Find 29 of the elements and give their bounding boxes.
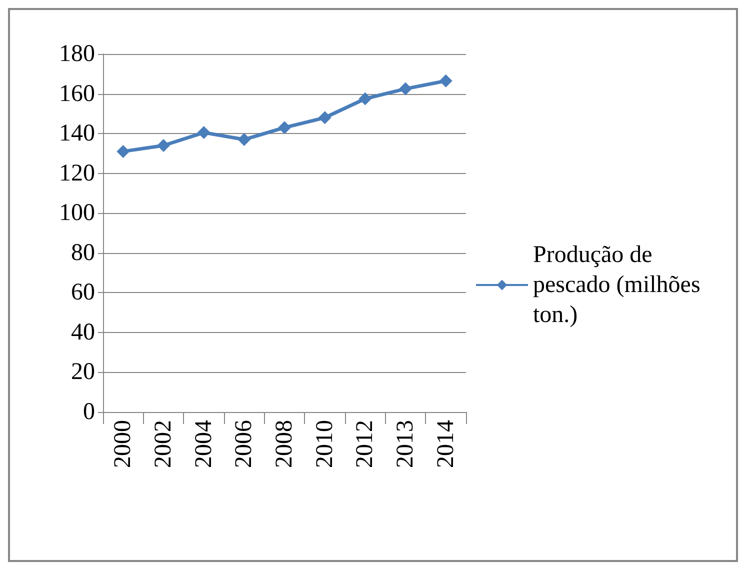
x-tick-label: 2014 bbox=[432, 420, 459, 468]
y-tick-label: 100 bbox=[59, 200, 95, 226]
point bbox=[358, 92, 372, 106]
point bbox=[157, 138, 170, 152]
point bbox=[197, 126, 210, 140]
point bbox=[278, 121, 291, 134]
point bbox=[238, 133, 251, 146]
x-tick-label: 2000 bbox=[110, 420, 136, 468]
y-tick-label: 180 bbox=[59, 41, 95, 67]
x-tick-label: 2006 bbox=[231, 420, 258, 468]
y-tick-label: 80 bbox=[71, 240, 95, 266]
point bbox=[116, 144, 130, 158]
y-tick-label: 0 bbox=[83, 399, 95, 425]
y-tick-label: 40 bbox=[71, 319, 95, 346]
y-tick-label: 140 bbox=[59, 120, 95, 147]
x-tick-label: 2008 bbox=[272, 420, 298, 468]
x-tick-label: 2013 bbox=[392, 420, 418, 468]
x-tick-label: 2012 bbox=[352, 420, 378, 468]
y-tick-label: 20 bbox=[71, 359, 95, 386]
y-tick-label: 60 bbox=[71, 280, 95, 306]
legend-label: Produção de pescado (milhões ton.) bbox=[533, 242, 706, 328]
y-tick-label: 160 bbox=[59, 80, 95, 107]
x-tick-label: 2004 bbox=[190, 420, 217, 468]
y-tick-label: 120 bbox=[59, 160, 95, 186]
point bbox=[439, 74, 452, 88]
point bbox=[399, 82, 412, 96]
x-tick-label: 2002 bbox=[150, 420, 176, 468]
x-tick-label: 2010 bbox=[312, 420, 338, 468]
point bbox=[318, 111, 332, 124]
